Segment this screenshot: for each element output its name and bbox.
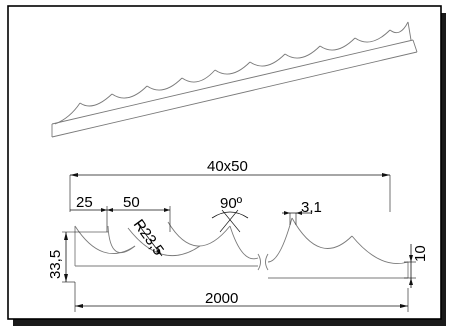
arrow-icon <box>107 208 113 212</box>
profile-scallop <box>229 225 259 260</box>
width-label: 50 <box>123 194 140 211</box>
perspective-scallop <box>54 102 81 125</box>
perspective-view <box>51 21 418 138</box>
profile-scallop <box>167 221 231 247</box>
thickness-label: 3,1 <box>301 199 322 216</box>
perspective-scallop <box>214 61 251 75</box>
front-view <box>74 217 409 279</box>
perspective-scallop <box>389 21 409 34</box>
perspective-top-edge <box>51 39 414 125</box>
arrow-icon <box>409 278 413 285</box>
perspective-scallop <box>79 93 113 107</box>
arrow-icon <box>296 211 302 215</box>
dimension-angle: 90º <box>211 195 249 233</box>
dimension-pitch: 25 50 <box>70 194 171 232</box>
height-label: 33,5 <box>47 250 64 279</box>
break-line <box>265 253 269 271</box>
arrow-icon <box>284 211 290 215</box>
perspective-bottom-edge <box>51 51 418 138</box>
arrow-icon <box>64 232 68 240</box>
perspective-scallop <box>181 69 216 83</box>
angle-line <box>219 209 239 233</box>
perspective-scallop <box>354 29 391 43</box>
profile-scallop <box>127 227 201 257</box>
angle-label: 90º <box>220 195 243 212</box>
perspective-scallop <box>111 85 148 99</box>
perspective-scallop <box>319 37 356 51</box>
size-label: 40x50 <box>207 158 248 175</box>
arrow-icon <box>70 173 78 177</box>
arrow-icon <box>156 249 162 256</box>
arrow-icon <box>101 208 107 212</box>
arrow-icon <box>164 208 170 212</box>
pitch-label: 25 <box>76 194 93 211</box>
perspective-scallop <box>284 45 321 59</box>
dimension-size: 40x50 <box>69 158 391 212</box>
length-label: 2000 <box>205 290 238 307</box>
profile-scallop <box>74 225 136 255</box>
profile-scallop-tip <box>107 225 136 254</box>
perspective-scallop <box>249 53 286 67</box>
dimension-height: 33,5 <box>47 231 108 283</box>
tip-height-label: 10 <box>412 245 429 262</box>
perspective-end-tip <box>407 21 412 41</box>
arrow-icon <box>64 274 68 282</box>
perspective-scallop <box>146 77 183 91</box>
profile-scallop <box>351 235 409 264</box>
angle-line <box>221 209 241 233</box>
perspective-scallops <box>54 21 412 125</box>
dimension-length: 2000 <box>74 282 409 312</box>
arrow-icon <box>382 173 390 177</box>
arrow-icon <box>400 304 408 308</box>
drawing-frame <box>7 5 442 320</box>
dimension-tip-height: 10 <box>404 244 429 288</box>
angle-arc <box>211 211 249 219</box>
perspective-right-edge <box>412 39 418 53</box>
dimension-thickness: 3,1 <box>282 199 322 225</box>
profile-scallop <box>291 217 353 249</box>
break-line <box>257 253 261 271</box>
arrow-icon <box>75 304 83 308</box>
frame-background <box>8 6 441 319</box>
arrow-icon <box>409 255 413 262</box>
